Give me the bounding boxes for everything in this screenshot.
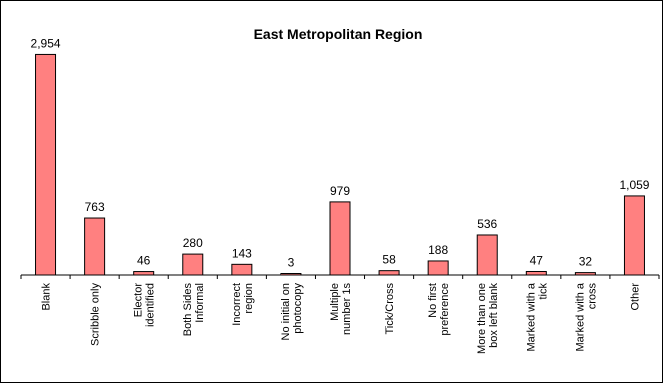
category-label-9: More than onebox left blank <box>476 283 500 354</box>
category-label-7: Tick/Cross <box>384 283 396 335</box>
value-label-8: 188 <box>428 243 448 257</box>
bar-3 <box>183 254 203 275</box>
bar-9 <box>477 235 497 275</box>
bar-2 <box>134 272 154 275</box>
bar-7 <box>379 271 399 275</box>
value-label-11: 32 <box>579 255 593 269</box>
bar-12 <box>624 196 644 275</box>
category-label-2: Electoridentified <box>133 283 157 327</box>
value-label-0: 2,954 <box>31 36 61 50</box>
value-label-1: 763 <box>85 200 105 214</box>
value-label-5: 3 <box>288 256 295 270</box>
bar-4 <box>232 264 252 275</box>
bar-0 <box>36 54 56 275</box>
chart-title: East Metropolitan Region <box>254 26 423 42</box>
value-label-7: 58 <box>382 253 396 267</box>
value-label-9: 536 <box>477 217 497 231</box>
category-label-6: Multiplenumber 1s <box>329 283 353 335</box>
value-label-2: 46 <box>137 254 151 268</box>
category-label-5: No initial onphotocopy <box>280 283 304 341</box>
category-label-4: Incorrectregion <box>231 283 255 326</box>
bars-group <box>36 54 645 275</box>
value-label-10: 47 <box>530 253 544 267</box>
bar-6 <box>330 202 350 275</box>
category-label-8: No firstpreference <box>427 283 451 336</box>
x-axis-ticks <box>21 275 659 279</box>
category-label-0: Blank <box>41 283 53 311</box>
value-label-12: 1,059 <box>619 178 649 192</box>
category-labels-group: Blank Scribble only Electoridentified Both … <box>41 282 642 354</box>
category-label-10: Marked with atick <box>525 282 549 351</box>
value-label-4: 143 <box>232 246 252 260</box>
value-label-3: 280 <box>183 236 203 250</box>
value-label-6: 979 <box>330 184 350 198</box>
bar-10 <box>526 271 546 275</box>
category-label-1: Scribble only <box>90 283 102 346</box>
bar-1 <box>85 218 105 275</box>
category-label-3: Both SidesInformal <box>182 283 206 337</box>
category-label-11: Marked with across <box>574 282 598 351</box>
bar-8 <box>428 261 448 275</box>
category-label-12: Other <box>629 283 641 311</box>
